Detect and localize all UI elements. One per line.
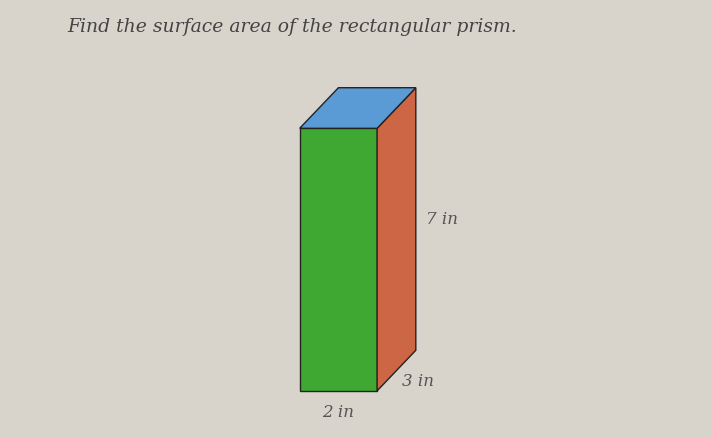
Text: 2 in: 2 in — [323, 404, 355, 421]
Text: Find the surface area of the rectangular prism.: Find the surface area of the rectangular… — [68, 18, 517, 36]
Text: 3 in: 3 in — [402, 373, 434, 390]
Text: 7 in: 7 in — [426, 211, 459, 227]
Polygon shape — [300, 128, 377, 391]
Polygon shape — [300, 88, 416, 128]
Polygon shape — [377, 88, 416, 391]
